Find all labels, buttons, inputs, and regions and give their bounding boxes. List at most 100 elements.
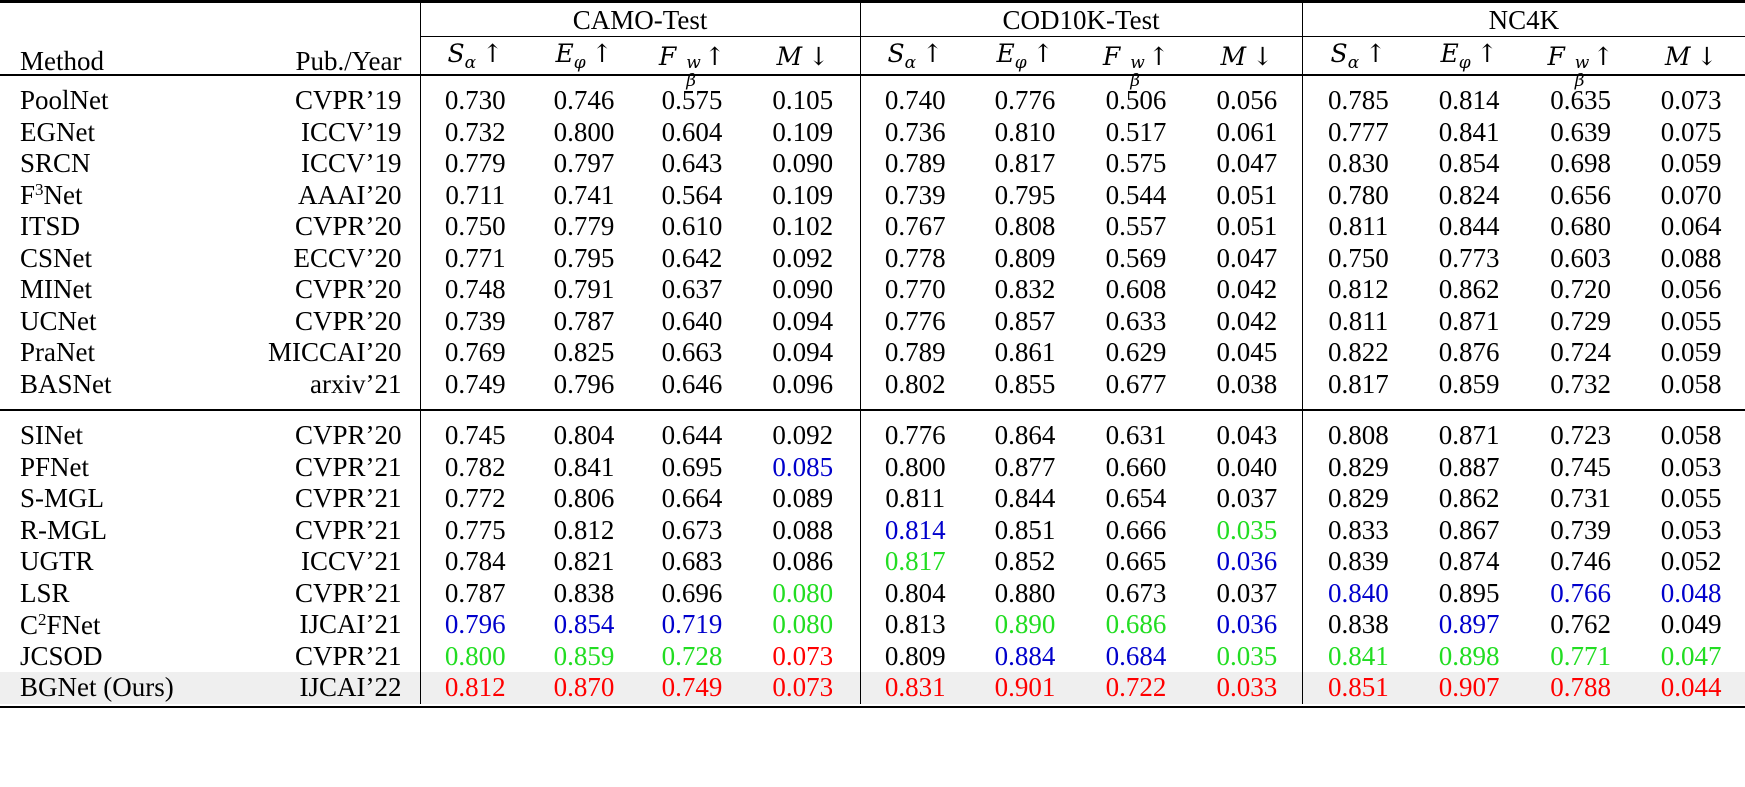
method-name: CSNet [20, 242, 93, 273]
metric-value: 0.884 [994, 640, 1056, 671]
pub-year: arxiv’21 [225, 368, 421, 400]
metric-value: 0.776 [884, 420, 946, 451]
metric-value: 0.053 [1660, 451, 1722, 482]
spacer-row [0, 400, 1745, 410]
metric-value: 0.660 [1105, 451, 1167, 482]
table-row: F3Net AAAI’20 0.711 0.741 0.564 0.109 0.739 0.7… [0, 179, 1745, 211]
metric-value: 0.564 [661, 179, 723, 210]
pub-year: ICCV’21 [225, 546, 421, 578]
metric-value: 0.812 [420, 672, 530, 704]
metric-header-camo-3: M ↓ [746, 36, 861, 75]
method-name: MINet [20, 274, 92, 305]
metric-value: 0.059 [1660, 337, 1722, 368]
metric-value: 0.817 [1327, 368, 1389, 399]
table-row: R-MGL CVPR’21 0.775 0.812 0.673 0.088 0.814 0.8… [0, 514, 1745, 546]
metric-value: 0.777 [1327, 116, 1389, 147]
metric-value: 0.813 [884, 609, 946, 640]
metric-value: 0.769 [444, 337, 506, 368]
metric-value: 0.680 [1550, 211, 1611, 242]
metric-value: 0.045 [1192, 337, 1303, 369]
metric-value: 0.575 [1105, 148, 1167, 179]
metric-value: 0.736 [884, 116, 946, 147]
method-name: PraNet [20, 337, 95, 368]
method-name: PoolNet [20, 85, 109, 116]
metric-value: 0.789 [884, 337, 946, 368]
metric-value: 0.808 [1327, 420, 1389, 451]
metric-value: 0.864 [994, 420, 1056, 451]
metric-value: 0.871 [1438, 305, 1500, 336]
metric-value: 0.825 [553, 337, 615, 368]
metric-header-camo-0: Sα ↑ [420, 36, 530, 75]
metric-value: 0.750 [1327, 242, 1389, 273]
pub-year: AAAI’20 [225, 179, 421, 211]
metric-value: 0.711 [445, 179, 506, 210]
table-row: UCNet CVPR’20 0.739 0.787 0.640 0.094 0.776 0.8… [0, 305, 1745, 337]
spacer-row [0, 75, 1745, 85]
pub-year: CVPR’21 [225, 483, 421, 515]
metric-value: 0.037 [1192, 577, 1303, 609]
metric-value: 0.767 [884, 211, 946, 242]
metric-value: 0.035 [1192, 640, 1303, 672]
method-name: ITSD [20, 211, 80, 242]
header-group-nc4k: NC4K [1488, 5, 1560, 35]
metric-value: 0.073 [746, 640, 861, 672]
metric-value: 0.094 [746, 305, 861, 337]
metric-value: 0.771 [444, 242, 506, 273]
metric-value: 0.033 [1192, 672, 1303, 704]
metric-value: 0.569 [1105, 242, 1167, 273]
metric-value: 0.766 [1550, 577, 1611, 608]
bottom-rule [0, 705, 1745, 708]
method-name: SINet [20, 420, 83, 451]
metric-value: 0.830 [1327, 148, 1389, 179]
metric-value: 0.773 [1438, 242, 1500, 273]
metric-value: 0.821 [553, 546, 615, 577]
metric-value: 0.047 [1192, 148, 1303, 180]
metric-value: 0.058 [1660, 368, 1722, 399]
metric-value: 0.036 [1192, 609, 1303, 641]
metric-value: 0.517 [1105, 116, 1167, 147]
method-name: C2FNet [0, 609, 225, 641]
metric-value: 0.895 [1438, 577, 1500, 608]
metric-value: 0.724 [1550, 337, 1611, 368]
metric-value: 0.055 [1660, 305, 1722, 336]
metric-value: 0.064 [1660, 211, 1722, 242]
table-row: ITSD CVPR’20 0.750 0.779 0.610 0.102 0.767 0.80… [0, 211, 1745, 243]
metric-value: 0.789 [884, 148, 946, 179]
metric-value: 0.051 [1192, 179, 1303, 211]
metric-value: 0.677 [1105, 368, 1167, 399]
pub-year: IJCAI’22 [225, 672, 421, 704]
metric-value: 0.897 [1438, 609, 1500, 640]
table-header: Method Pub./Year CAMO-Test COD10K-Test N… [0, 0, 1745, 89]
metric-header-nc4k-1: Eφ ↑ [1414, 36, 1525, 75]
metric-value: 0.809 [994, 242, 1056, 273]
metric-value: 0.907 [1414, 672, 1525, 704]
table-row: CSNet ECCV’20 0.771 0.795 0.642 0.092 0.778 0.8… [0, 242, 1745, 274]
metric-value: 0.666 [1105, 514, 1167, 545]
metric-value: 0.575 [661, 85, 723, 116]
metric-value: 0.745 [444, 420, 506, 451]
metric-value: 0.642 [661, 242, 723, 273]
metric-header-cod10k-0: Sα ↑ [860, 36, 971, 75]
metric-value: 0.862 [1438, 274, 1500, 305]
metric-value: 0.037 [1192, 483, 1303, 515]
metric-value: 0.770 [884, 274, 946, 305]
metric-value: 0.839 [1327, 546, 1389, 577]
table-row: PoolNet CVPR’19 0.730 0.746 0.575 0.105 0.740 0… [0, 85, 1745, 117]
metric-value: 0.880 [994, 577, 1056, 608]
metric-value: 0.036 [1192, 546, 1303, 578]
metric-value: 0.683 [661, 546, 723, 577]
results-table: Method Pub./Year CAMO-Test COD10K-Test N… [0, 0, 1745, 704]
metric-value: 0.822 [1327, 337, 1389, 368]
metric-value: 0.871 [1438, 420, 1500, 451]
metric-value: 0.811 [1328, 305, 1389, 336]
metric-value: 0.051 [1192, 211, 1303, 243]
metric-value: 0.695 [661, 451, 723, 482]
metric-value: 0.731 [1550, 483, 1611, 514]
metric-value: 0.810 [994, 116, 1056, 147]
method-name: UCNet [20, 305, 97, 336]
metric-value: 0.073 [1660, 85, 1722, 116]
metric-value: 0.056 [1192, 85, 1303, 117]
spacer-row [0, 410, 1745, 420]
metric-value: 0.070 [1660, 179, 1722, 210]
